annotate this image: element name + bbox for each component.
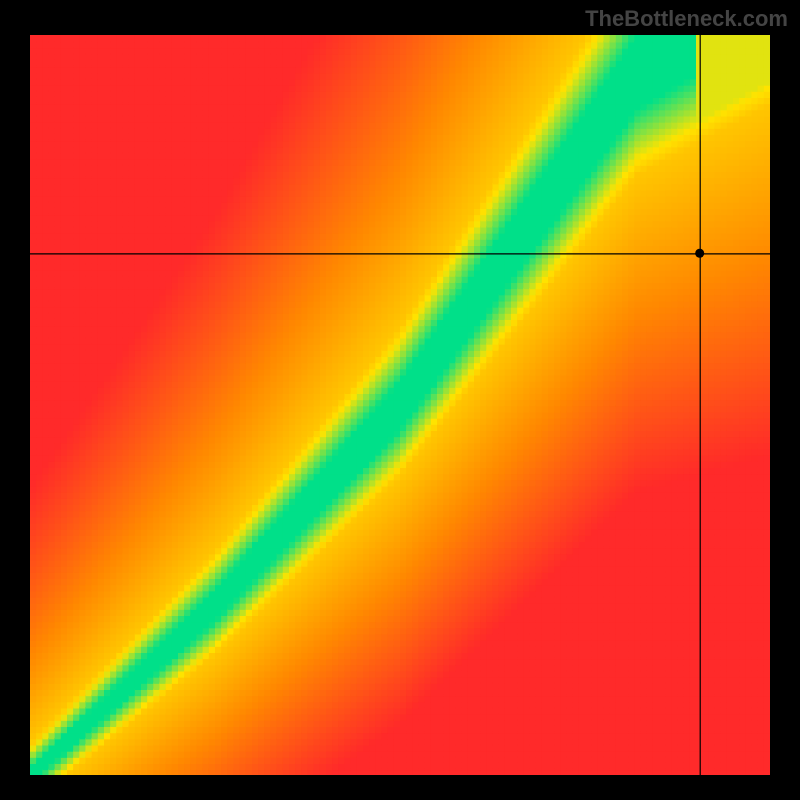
watermark-text: TheBottleneck.com [585, 6, 788, 32]
heatmap-canvas [30, 35, 770, 775]
figure-root: TheBottleneck.com [0, 0, 800, 800]
heatmap-plot-area [30, 35, 770, 775]
